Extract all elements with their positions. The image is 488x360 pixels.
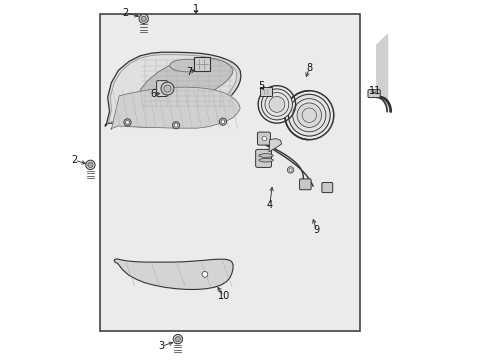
Text: 3: 3 — [158, 341, 164, 351]
FancyBboxPatch shape — [194, 57, 209, 71]
Text: 2: 2 — [122, 8, 128, 18]
FancyBboxPatch shape — [257, 132, 270, 145]
Polygon shape — [114, 259, 232, 289]
Text: 9: 9 — [313, 225, 319, 235]
FancyBboxPatch shape — [260, 87, 271, 96]
FancyBboxPatch shape — [255, 149, 271, 167]
Polygon shape — [110, 87, 240, 130]
Text: 4: 4 — [266, 200, 272, 210]
Polygon shape — [268, 139, 281, 152]
Circle shape — [139, 14, 148, 23]
Circle shape — [287, 167, 293, 173]
Text: 5: 5 — [258, 81, 264, 91]
Circle shape — [174, 123, 178, 127]
Circle shape — [163, 85, 171, 92]
Polygon shape — [104, 52, 241, 127]
Polygon shape — [107, 55, 236, 125]
Circle shape — [175, 337, 180, 342]
Text: 7: 7 — [186, 67, 192, 77]
Circle shape — [85, 160, 95, 170]
Ellipse shape — [258, 154, 273, 157]
Text: 2: 2 — [71, 155, 78, 165]
Text: 1: 1 — [192, 4, 199, 14]
Circle shape — [125, 121, 129, 124]
Circle shape — [173, 334, 182, 344]
Circle shape — [221, 120, 224, 123]
FancyBboxPatch shape — [299, 179, 310, 190]
FancyBboxPatch shape — [321, 183, 332, 193]
Circle shape — [268, 96, 284, 112]
Circle shape — [88, 162, 93, 167]
Circle shape — [288, 168, 291, 171]
Ellipse shape — [169, 59, 203, 72]
Circle shape — [123, 119, 131, 126]
Circle shape — [172, 122, 179, 129]
Circle shape — [219, 118, 226, 125]
Bar — [101, 14, 359, 331]
Polygon shape — [140, 58, 232, 109]
Circle shape — [141, 16, 146, 21]
Text: 6: 6 — [150, 89, 157, 99]
Text: 8: 8 — [305, 63, 312, 73]
Ellipse shape — [258, 158, 273, 162]
Circle shape — [161, 82, 174, 95]
Circle shape — [261, 89, 292, 120]
Text: 10: 10 — [217, 291, 229, 301]
FancyBboxPatch shape — [156, 81, 167, 96]
Circle shape — [202, 271, 207, 277]
FancyBboxPatch shape — [367, 90, 380, 98]
Circle shape — [288, 94, 329, 136]
Circle shape — [296, 103, 321, 127]
Text: 11: 11 — [368, 86, 380, 96]
Circle shape — [262, 136, 266, 141]
